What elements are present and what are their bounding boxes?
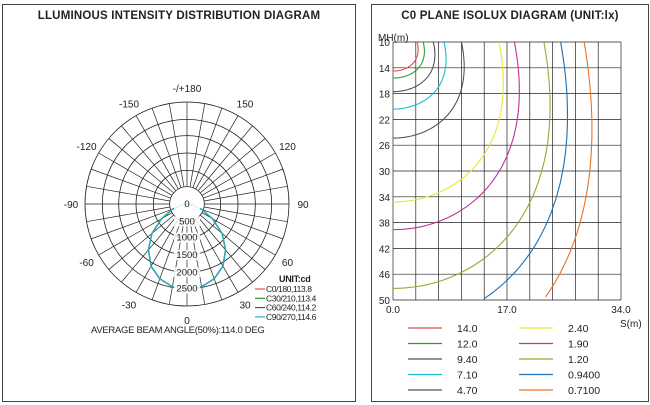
polar-spoke	[200, 214, 266, 270]
beam-angle-text: AVERAGE BEAM ANGLE(50%):114.0 DEG	[91, 325, 265, 336]
isolux-legend-label: 14.0	[457, 323, 478, 335]
isolux-y-tick: 50	[379, 296, 391, 307]
isolux-contour	[484, 41, 569, 299]
polar-spoke	[91, 209, 171, 240]
polar-angle-label: -120	[77, 142, 97, 153]
polar-spoke	[91, 168, 171, 199]
isolux-y-tick: 34	[379, 193, 391, 204]
isolux-y-tick: 46	[379, 270, 391, 281]
isolux-chart: MH(m)10 14 18 22 26 30 34 38 42 46 500.0 17.0 34.0 S(…	[378, 33, 642, 397]
radial-label-bg	[174, 199, 200, 209]
polar-radial-label: 0	[184, 199, 189, 210]
isolux-contour	[393, 41, 419, 72]
isolux-contour	[393, 41, 447, 110]
isolux-diagram-panel: C0 PLANE ISOLUX DIAGRAM (UNIT:lx) MH(m) 1…	[371, 4, 649, 402]
isolux-x-tick: 0.0	[386, 305, 400, 316]
polar-spoke	[203, 168, 283, 199]
polar-spoke	[135, 115, 179, 190]
isolux-y-tick: 18	[379, 90, 391, 101]
polar-spoke	[195, 115, 239, 190]
isolux-y-tick: 26	[379, 141, 391, 152]
isolux-legend-label: 1.20	[568, 354, 589, 366]
polar-radial-label: 2500	[176, 284, 197, 295]
polar-angle-label: 120	[279, 142, 296, 153]
isolux-legend-label: 9.40	[457, 354, 478, 366]
isolux-contour	[544, 41, 593, 298]
isolux-legend-label: 7.10	[457, 370, 478, 382]
polar-angle-label: -60	[79, 258, 94, 269]
polar-legend-label: C60/240,114.2	[266, 303, 317, 313]
polar-spoke	[189, 103, 206, 187]
isolux-x-axis-label: S(m)	[620, 319, 642, 330]
isolux-contour	[393, 41, 425, 79]
polar-legend-label: C0/180,113.8	[266, 284, 312, 294]
radial-label-bg	[174, 267, 200, 278]
isolux-legend-label: 0.7100	[568, 385, 600, 397]
radial-label-bg	[174, 232, 200, 243]
polar-spoke	[98, 212, 173, 256]
isolux-y-tick: 14	[379, 64, 391, 75]
isolux-x-tick: 34.0	[611, 305, 631, 316]
isolux-legend-label: 1.90	[568, 339, 589, 351]
polar-radial-label: 500	[179, 216, 195, 227]
isolux-legend-label: 12.0	[457, 339, 478, 351]
isolux-contour	[392, 41, 436, 93]
polar-radial-label: 1000	[176, 233, 197, 244]
polar-angle-label: 0	[184, 316, 190, 327]
isolux-y-tick: 10	[379, 38, 391, 49]
polar-spoke	[201, 212, 276, 256]
polar-legend-label: C30/210,113.4	[266, 293, 317, 303]
polar-spoke	[135, 218, 179, 293]
polar-spoke	[151, 108, 182, 188]
polar-spoke	[98, 152, 173, 196]
polar-spoke	[108, 214, 174, 270]
polar-spoke	[204, 185, 288, 202]
polar-spoke	[203, 209, 283, 240]
polar-radial-label: 2000	[176, 267, 197, 278]
polar-spoke	[192, 108, 223, 188]
isolux-legend-label: 4.70	[457, 385, 478, 397]
polar-angle-label: -/+180	[173, 84, 202, 95]
radial-label-bg	[174, 216, 200, 227]
polar-angle-label: 60	[282, 258, 294, 269]
polar-angle-label: -150	[119, 100, 139, 111]
polar-spoke	[204, 206, 288, 223]
polar-angle-label: 150	[237, 100, 254, 111]
polar-spoke	[168, 103, 185, 187]
polar-chart-title: LLUMINOUS INTENSITY DISTRIBUTION DIAGRAM	[37, 10, 321, 22]
polar-spoke	[197, 125, 253, 191]
isolux-y-tick: 30	[379, 167, 391, 178]
polar-chart: -/+180 150 120 90 60 30 0 -30 -60 -90 -120 -150 0 500…	[64, 84, 317, 327]
polar-spoke	[108, 138, 174, 194]
polar-spoke	[121, 125, 177, 191]
radial-label-bg	[174, 250, 200, 260]
polar-angle-label: 90	[297, 200, 309, 211]
isolux-y-tick: 38	[379, 219, 391, 230]
isolux-contour	[393, 41, 465, 139]
polar-spoke	[200, 138, 266, 194]
polar-spoke	[201, 152, 276, 196]
radial-label-bg	[174, 283, 200, 294]
isolux-chart-title: C0 PLANE ISOLUX DIAGRAM (UNIT:lx)	[401, 10, 619, 22]
unit-label: UNIT:cd	[279, 274, 310, 284]
isolux-contour	[392, 41, 520, 231]
polar-spoke	[86, 185, 170, 202]
isolux-y-tick: 22	[379, 115, 391, 126]
polar-diagram-panel: LLUMINOUS INTENSITY DISTRIBUTION DIAGRAM…	[2, 4, 356, 402]
polar-angle-label: -30	[122, 300, 137, 311]
polar-spoke	[195, 218, 239, 293]
polar-legend-label: C90/270,114.6	[266, 312, 317, 322]
isolux-contour	[392, 41, 551, 289]
polar-angle-label: 30	[239, 300, 251, 311]
polar-angle-label: -90	[64, 200, 79, 211]
isolux-y-axis-label: MH(m)	[378, 33, 409, 44]
isolux-x-tick: 17.0	[497, 305, 517, 316]
isolux-y-tick: 42	[379, 244, 391, 255]
isolux-contour	[392, 41, 504, 203]
polar-radial-label: 1500	[176, 250, 197, 261]
isolux-legend-label: 2.40	[568, 323, 589, 335]
isolux-legend-label: 0.9400	[568, 370, 600, 382]
polar-spoke	[86, 206, 170, 223]
